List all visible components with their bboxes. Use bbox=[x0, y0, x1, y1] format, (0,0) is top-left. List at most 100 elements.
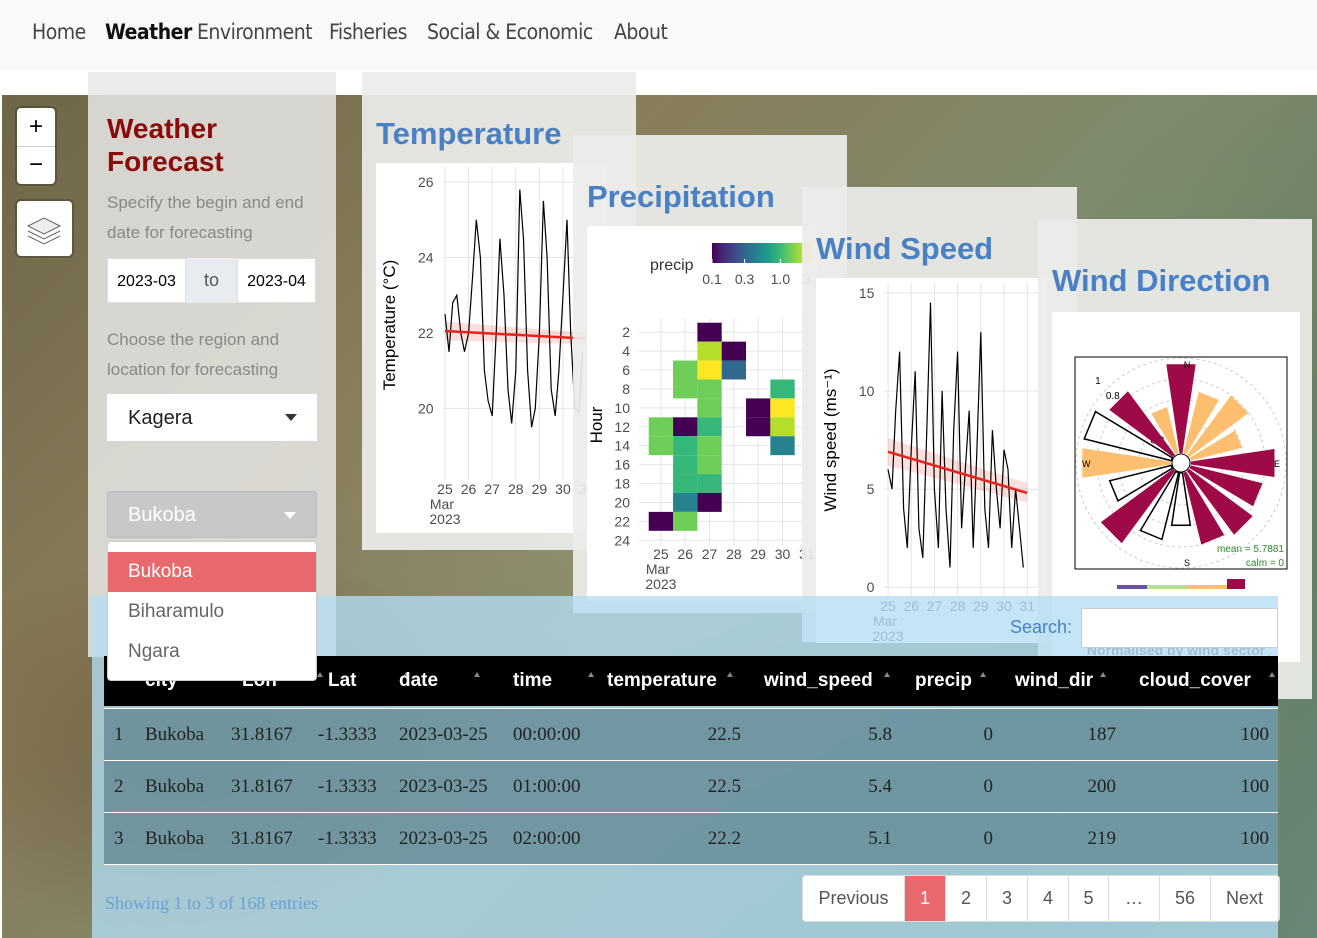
heat-cell bbox=[746, 398, 771, 418]
location-option[interactable]: Biharamulo bbox=[128, 601, 225, 622]
y-axis-title: Wind speed (ms⁻¹) bbox=[821, 368, 840, 511]
zoom-in[interactable]: + bbox=[17, 108, 55, 147]
table-cell: 31.8167 bbox=[231, 828, 293, 849]
r-tick-label: 1 bbox=[1095, 376, 1101, 387]
heat-cell bbox=[673, 360, 698, 380]
x-tick-label: 29 bbox=[532, 481, 548, 497]
page-button[interactable]: 3 bbox=[987, 876, 1028, 921]
date-end[interactable]: 2023-04 bbox=[237, 258, 316, 303]
sort-icon bbox=[884, 672, 890, 677]
y-tick-label: 5 bbox=[867, 481, 875, 497]
column-header[interactable]: wind_dir bbox=[1015, 670, 1094, 691]
location-value: Bukoba bbox=[128, 504, 196, 526]
y-tick-label: 24 bbox=[614, 532, 630, 548]
y-tick-label: 10 bbox=[614, 400, 630, 416]
nav-link[interactable]: Environment bbox=[197, 20, 313, 44]
heat-cell bbox=[770, 436, 795, 456]
heat-cell bbox=[673, 417, 698, 437]
column-header[interactable]: cloud_cover bbox=[1139, 670, 1251, 691]
rose-sector bbox=[1109, 391, 1176, 458]
table-cell: 187 bbox=[1087, 724, 1117, 745]
heat-cell bbox=[673, 436, 698, 456]
heat-cell bbox=[697, 474, 722, 493]
caret bbox=[284, 512, 296, 519]
chart: 25262728293031Mar20232468101214161820222… bbox=[587, 226, 819, 601]
table-cell: -1.3333 bbox=[318, 724, 377, 745]
page-button[interactable]: 2 bbox=[946, 876, 987, 921]
x-date-label: Mar bbox=[430, 496, 454, 512]
nav-link[interactable]: About bbox=[614, 20, 668, 44]
table-cell: 0 bbox=[983, 776, 994, 797]
search-input[interactable] bbox=[1081, 608, 1278, 648]
y-tick-label: 18 bbox=[614, 476, 630, 492]
table-cell: 5.4 bbox=[868, 776, 892, 797]
nav-link[interactable]: Social & Economic bbox=[427, 20, 593, 44]
location-option[interactable]: Ngara bbox=[128, 641, 180, 662]
table-cell: 1 bbox=[114, 724, 124, 745]
direction-label: E bbox=[1274, 459, 1280, 469]
x-tick-label: 25 bbox=[653, 546, 669, 562]
heat-cell bbox=[697, 492, 722, 512]
table-cell: 219 bbox=[1087, 828, 1117, 849]
trend-line bbox=[887, 450, 1028, 495]
heat-cell bbox=[721, 341, 747, 361]
nav-link[interactable]: Fisheries bbox=[329, 20, 408, 44]
legend-swatch bbox=[1227, 579, 1245, 589]
data-table: cityLonLatdatetimetemperaturewind_speedp… bbox=[104, 656, 1278, 866]
rose-sector bbox=[1190, 449, 1275, 477]
table-cell: 100 bbox=[1240, 776, 1270, 797]
column-header[interactable]: temperature bbox=[607, 670, 717, 691]
x-tick-label: 27 bbox=[484, 481, 500, 497]
location-option[interactable]: Bukoba bbox=[108, 552, 316, 592]
column-header[interactable]: date bbox=[399, 670, 439, 691]
column-header[interactable]: Lat bbox=[328, 670, 357, 691]
x-date-label: 2023 bbox=[645, 576, 676, 592]
column-header[interactable]: precip bbox=[915, 670, 973, 691]
nav-link[interactable]: Weather bbox=[105, 20, 192, 44]
table-row: 1 Bukoba 31.8167 -1.3333 2023-03-25 00:00:00 2… bbox=[104, 708, 1278, 760]
table-cell: 31.8167 bbox=[231, 776, 293, 797]
page-button[interactable]: 4 bbox=[1028, 876, 1069, 921]
table-cell: 100 bbox=[1240, 724, 1270, 745]
page-button[interactable]: … bbox=[1109, 876, 1160, 921]
zoom-out[interactable]: − bbox=[28, 151, 43, 178]
series-line bbox=[444, 189, 584, 428]
table-cell: 22.5 bbox=[707, 776, 741, 797]
table-cell: Bukoba bbox=[145, 776, 205, 797]
page-button[interactable]: 56 bbox=[1160, 876, 1211, 921]
page-button[interactable]: Previous bbox=[803, 876, 905, 921]
heat-cell bbox=[673, 474, 698, 493]
rose-sector bbox=[1183, 391, 1219, 455]
y-tick-label: 10 bbox=[859, 383, 875, 399]
table-cell: 2023-03-25 bbox=[399, 776, 488, 797]
rose-sector bbox=[1166, 364, 1196, 454]
layers-control[interactable] bbox=[17, 201, 72, 256]
region-select[interactable]: Kagera bbox=[107, 394, 317, 441]
sort-icon bbox=[727, 672, 733, 677]
trend-line bbox=[444, 329, 587, 340]
date-start[interactable]: 2023-03 bbox=[107, 258, 186, 303]
nav-link[interactable]: Home bbox=[32, 20, 86, 44]
location-select[interactable]: Bukoba bbox=[107, 491, 317, 538]
legend-swatch bbox=[1147, 585, 1187, 589]
panel-title: Precipitation bbox=[587, 179, 775, 214]
trend-band bbox=[888, 438, 1028, 503]
rose-sector bbox=[1083, 410, 1174, 462]
x-tick-label: 30 bbox=[555, 481, 571, 497]
column-header[interactable]: wind_speed bbox=[764, 670, 873, 691]
heat-cell bbox=[697, 360, 722, 380]
table-cell: 100 bbox=[1240, 828, 1270, 849]
y-tick-label: 0 bbox=[867, 579, 875, 595]
column-header[interactable]: time bbox=[513, 670, 553, 691]
x-tick-label: 28 bbox=[508, 481, 524, 497]
page-button[interactable]: Next bbox=[1211, 876, 1279, 921]
x-tick-label: 27 bbox=[702, 546, 718, 562]
trend-band bbox=[444, 321, 587, 345]
page-button[interactable]: 5 bbox=[1069, 876, 1109, 921]
y-tick-label: 14 bbox=[614, 438, 630, 454]
y-axis-title: Hour bbox=[587, 406, 606, 443]
page-button[interactable]: 1 bbox=[905, 876, 946, 921]
pagination: Previous 1 2 3 4 5… 56 Next bbox=[802, 875, 1280, 922]
series-line bbox=[887, 302, 1024, 568]
heat-cell bbox=[697, 322, 722, 342]
